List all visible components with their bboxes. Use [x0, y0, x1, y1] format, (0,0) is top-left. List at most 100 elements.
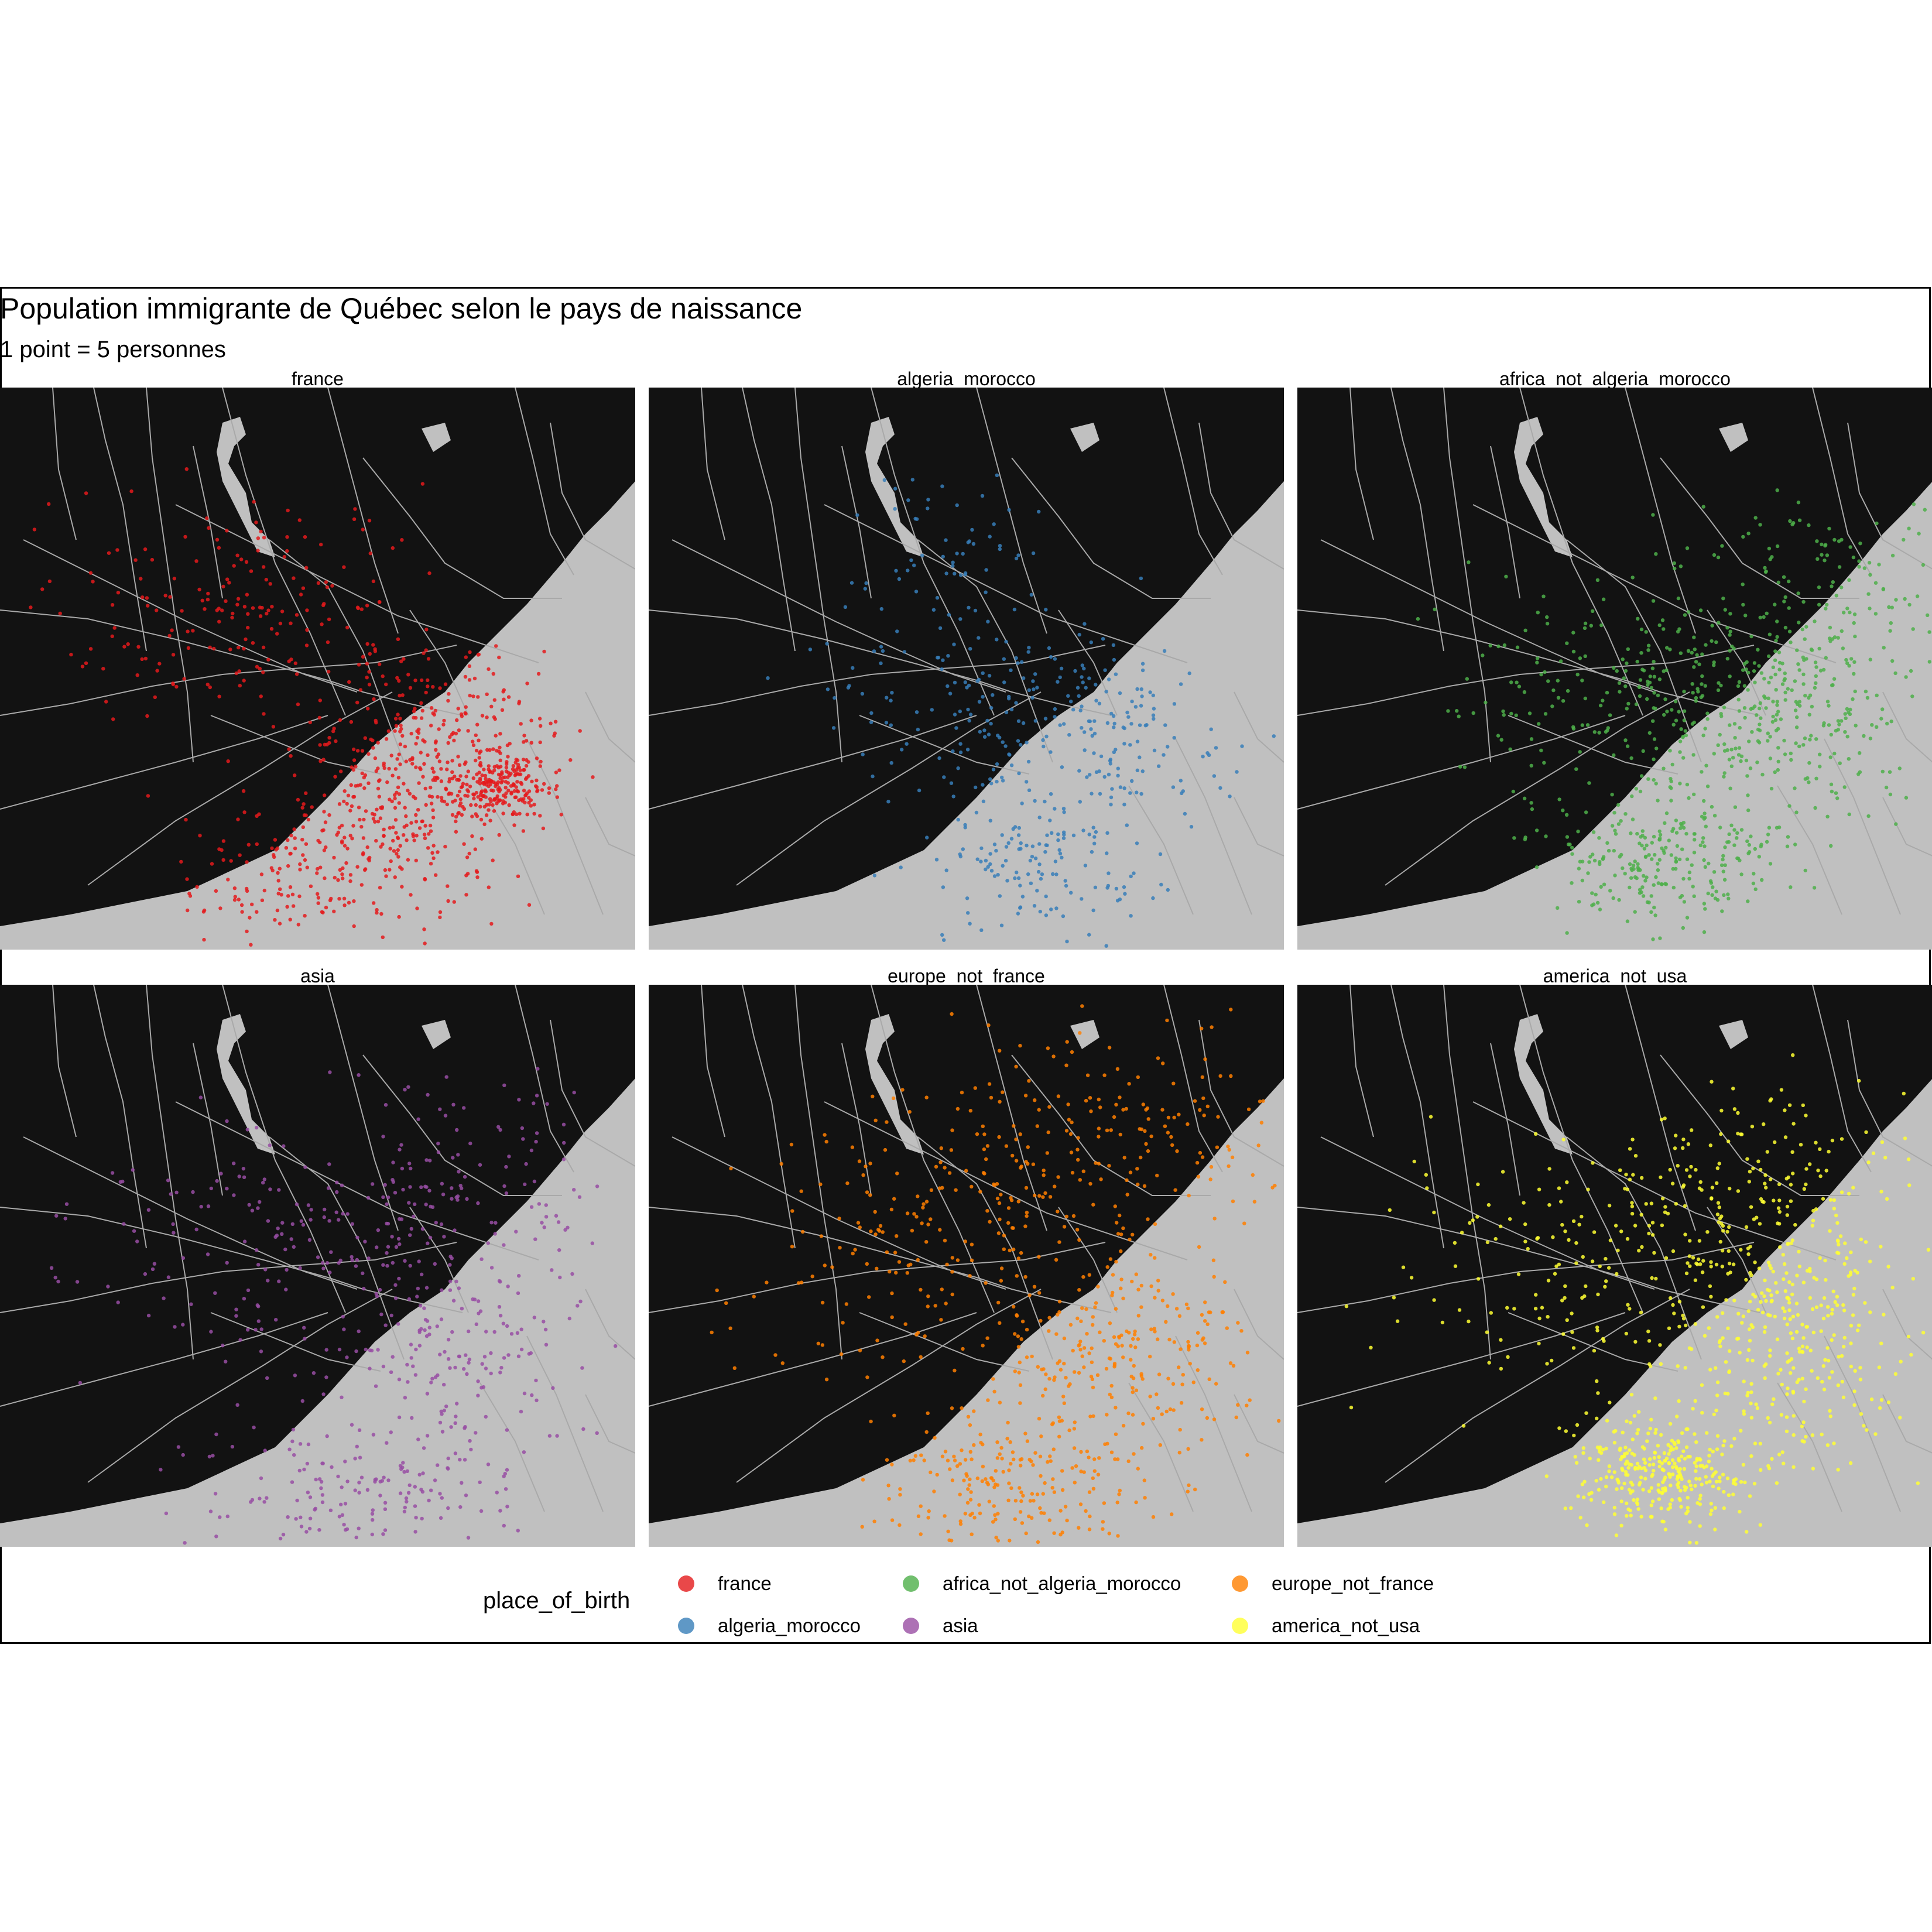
population-dot [1016, 912, 1020, 916]
population-dot [958, 854, 962, 859]
population-dot [194, 1227, 198, 1232]
population-dot [1203, 1057, 1207, 1061]
population-dot [1662, 1519, 1666, 1524]
population-dot [1043, 1387, 1047, 1392]
population-dot [1841, 1395, 1846, 1399]
road-line [871, 388, 995, 716]
population-dot [379, 1312, 383, 1317]
lake-shape [1719, 423, 1748, 452]
population-dot [1721, 857, 1725, 862]
population-dot [1228, 794, 1232, 799]
population-dot [939, 1146, 943, 1150]
road-line [976, 985, 1047, 1231]
population-dot [1004, 845, 1009, 849]
population-dot [143, 1272, 148, 1276]
population-dot [1031, 1162, 1036, 1166]
population-dot [1102, 1501, 1107, 1505]
population-dot [1764, 1186, 1768, 1190]
population-dot [1114, 1307, 1118, 1311]
population-dot [1739, 1248, 1743, 1252]
population-dot [1667, 1452, 1671, 1456]
population-dot [1668, 749, 1672, 753]
population-dot [1698, 1524, 1702, 1528]
population-dot [1773, 602, 1777, 607]
population-dot [1121, 1296, 1125, 1300]
population-dot [398, 1147, 402, 1152]
population-dot [106, 1284, 110, 1289]
population-dot [1768, 862, 1773, 866]
population-dot [1621, 657, 1625, 662]
population-dot [1719, 1108, 1724, 1113]
population-dot [1768, 1348, 1772, 1352]
population-dot [519, 1409, 523, 1414]
population-dot [1794, 741, 1798, 745]
population-dot [1061, 807, 1066, 811]
population-dot [1786, 1386, 1790, 1390]
population-dot [979, 859, 983, 864]
population-dot [1089, 640, 1093, 645]
population-dot [301, 586, 306, 590]
lake-shape [1719, 1020, 1748, 1049]
population-dot [1038, 1506, 1042, 1510]
road-line [1812, 985, 1872, 1173]
population-dot [88, 647, 93, 651]
population-dot [1057, 1415, 1061, 1419]
population-dot [1783, 1135, 1788, 1139]
population-dot [1122, 742, 1126, 746]
population-dot [416, 731, 421, 735]
population-dot [110, 603, 115, 607]
population-dot [981, 799, 986, 803]
population-dot [1551, 688, 1556, 693]
population-dot [181, 1323, 185, 1327]
population-dot [502, 1184, 506, 1188]
population-dot [1864, 1130, 1868, 1134]
population-dot [1104, 1366, 1109, 1371]
population-dot [246, 1328, 250, 1332]
population-dot [390, 799, 394, 803]
population-dot [1000, 775, 1004, 780]
population-dot [1843, 730, 1847, 734]
population-dot [415, 834, 419, 838]
population-dot [1107, 1164, 1111, 1168]
population-dot [1090, 792, 1094, 796]
population-dot [1553, 1272, 1557, 1276]
population-dot [482, 768, 486, 772]
population-dot [368, 855, 372, 860]
road-line [1707, 1207, 1766, 1313]
population-dot [930, 708, 934, 712]
population-dot [1089, 1109, 1093, 1114]
population-dot [860, 1525, 864, 1529]
population-dot [1131, 1337, 1135, 1341]
population-dot [1790, 1238, 1794, 1242]
population-dot [995, 1440, 999, 1444]
population-dot [403, 1259, 407, 1263]
population-dot [1652, 660, 1656, 664]
population-dot [970, 1457, 974, 1461]
population-dot [1577, 1222, 1581, 1227]
population-dot [309, 1208, 313, 1212]
population-dot [1001, 740, 1005, 744]
population-dot [256, 1304, 261, 1308]
population-dot [966, 1487, 970, 1491]
population-dot [1676, 1475, 1680, 1479]
population-dot [998, 1049, 1002, 1053]
population-dot [261, 645, 266, 649]
population-dot [979, 1441, 983, 1445]
population-dot [422, 1306, 426, 1310]
population-dot [1789, 1357, 1794, 1361]
population-dot [1638, 685, 1642, 689]
population-dot [1607, 1469, 1611, 1474]
population-dot [824, 1139, 828, 1144]
population-dot [1820, 553, 1824, 557]
population-dot [1693, 1399, 1697, 1403]
population-dot [1687, 1254, 1691, 1258]
population-dot [1088, 1096, 1092, 1100]
population-dot [1732, 843, 1736, 847]
population-dot [980, 1479, 984, 1484]
road-line [526, 738, 604, 915]
population-dot [1800, 1376, 1805, 1381]
population-dot [1749, 634, 1753, 639]
population-dot [205, 597, 210, 602]
population-dot [940, 667, 944, 672]
population-dot [1493, 1236, 1498, 1241]
